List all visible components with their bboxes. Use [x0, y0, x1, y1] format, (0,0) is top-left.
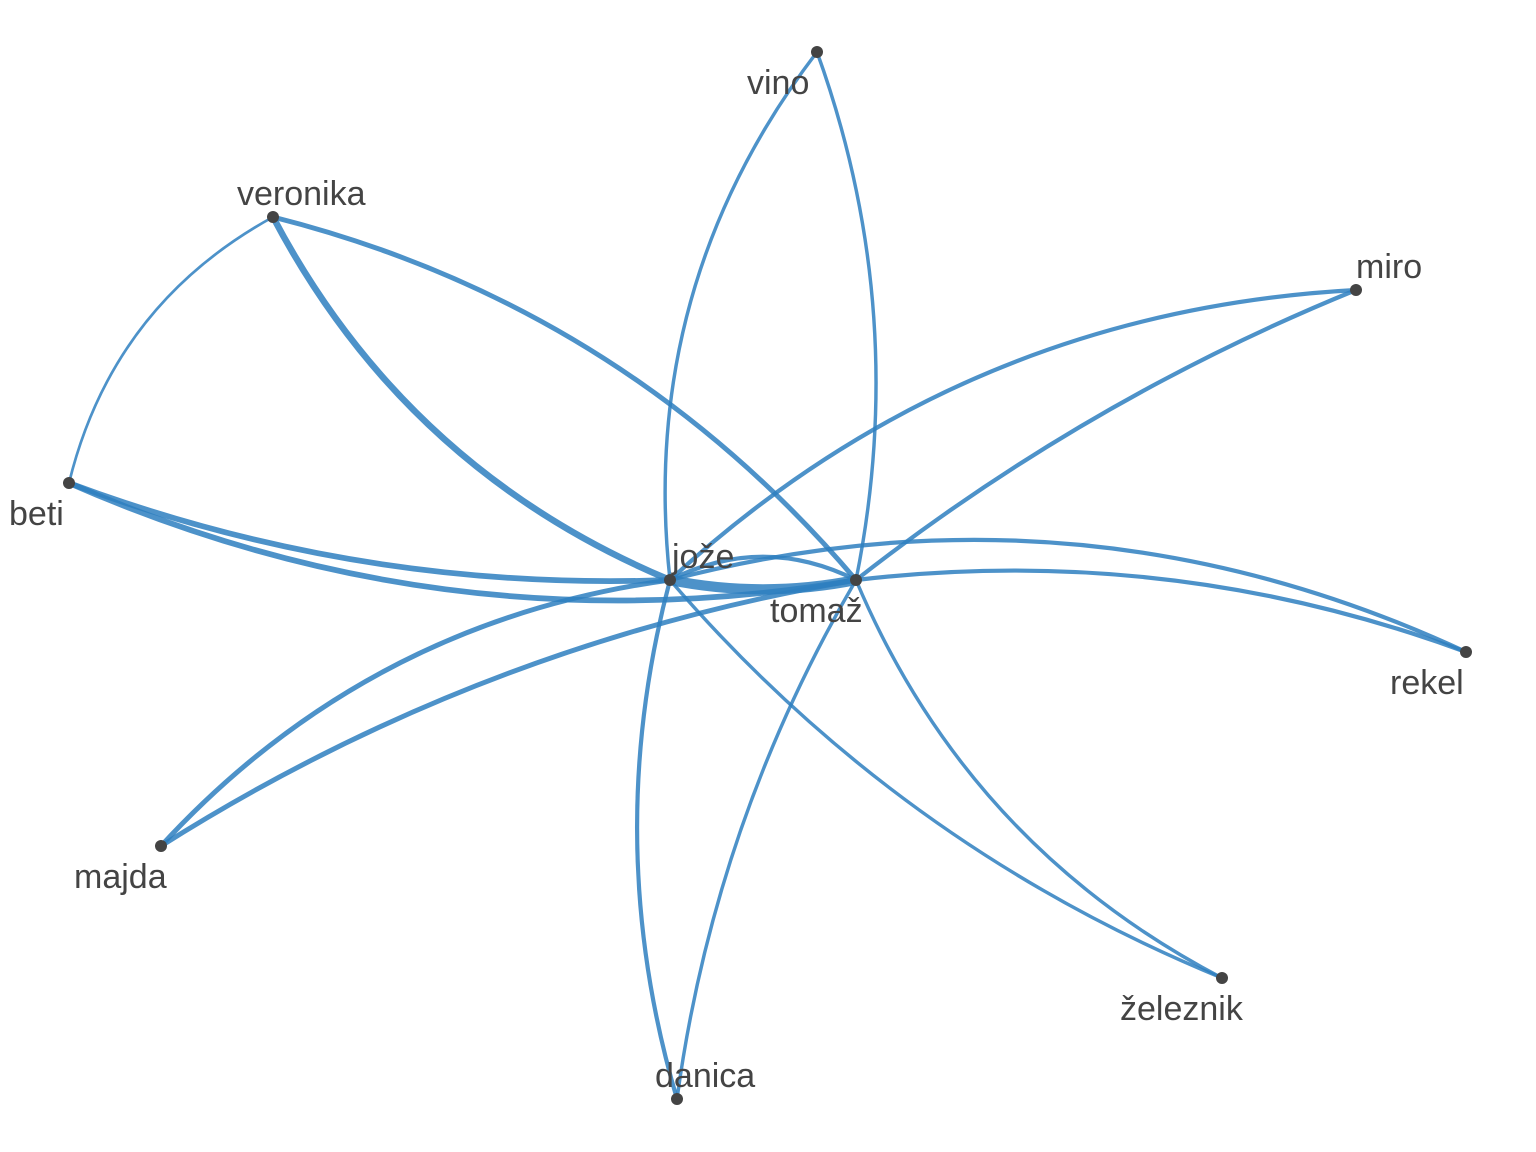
node-label-joze: jože	[671, 538, 734, 576]
edge-zeleznik-joze	[668, 578, 1224, 980]
node-label-danica: danica	[655, 1057, 755, 1095]
node-tomaz[interactable]	[850, 574, 862, 586]
edge-miro-joze	[667, 287, 1359, 583]
node-label-tomaz: tomaž	[770, 592, 863, 630]
edge-danica-tomaz	[675, 578, 858, 1101]
node-label-beti: beti	[9, 495, 64, 533]
node-label-majda: majda	[74, 858, 167, 896]
node-zeleznik[interactable]	[1216, 972, 1228, 984]
node-miro[interactable]	[1350, 284, 1362, 296]
node-label-rekel: rekel	[1390, 664, 1464, 702]
edges-layer	[66, 50, 1469, 1102]
edge-vino-tomaz	[815, 50, 878, 582]
node-joze[interactable]	[664, 574, 676, 586]
edge-joze-tomaz	[667, 554, 859, 583]
edge-zeleznik-tomaz	[854, 578, 1224, 980]
node-danica[interactable]	[671, 1093, 683, 1105]
edge-joze-rekel	[667, 537, 1469, 655]
edge-veronika-joze	[269, 213, 674, 584]
edge-majda-joze	[158, 577, 673, 849]
node-vino[interactable]	[811, 46, 823, 58]
edge-veronika-tomaz	[270, 214, 859, 583]
edge-danica-joze	[635, 577, 680, 1102]
node-label-veronika: veronika	[237, 175, 366, 213]
node-rekel[interactable]	[1460, 646, 1472, 658]
edge-majda-tomaz	[158, 577, 859, 849]
node-label-miro: miro	[1356, 248, 1422, 286]
node-veronika[interactable]	[267, 211, 279, 223]
nodes-layer	[63, 46, 1472, 1105]
node-label-vino: vino	[747, 64, 809, 102]
node-label-zeleznik: železnik	[1120, 990, 1244, 1028]
edge-beti-joze	[66, 480, 673, 584]
edge-vino-joze	[663, 50, 819, 582]
edge-miro-tomaz	[853, 287, 1359, 583]
labels-layer: vino veronika miro beti jože tomaž rekel majda ž…	[9, 64, 1464, 1095]
edge-beti-tomaz	[66, 480, 859, 604]
edge-tomaz-rekel	[853, 568, 1469, 655]
edge-veronika-beti	[67, 215, 275, 485]
node-majda[interactable]	[155, 840, 167, 852]
node-beti[interactable]	[63, 477, 75, 489]
